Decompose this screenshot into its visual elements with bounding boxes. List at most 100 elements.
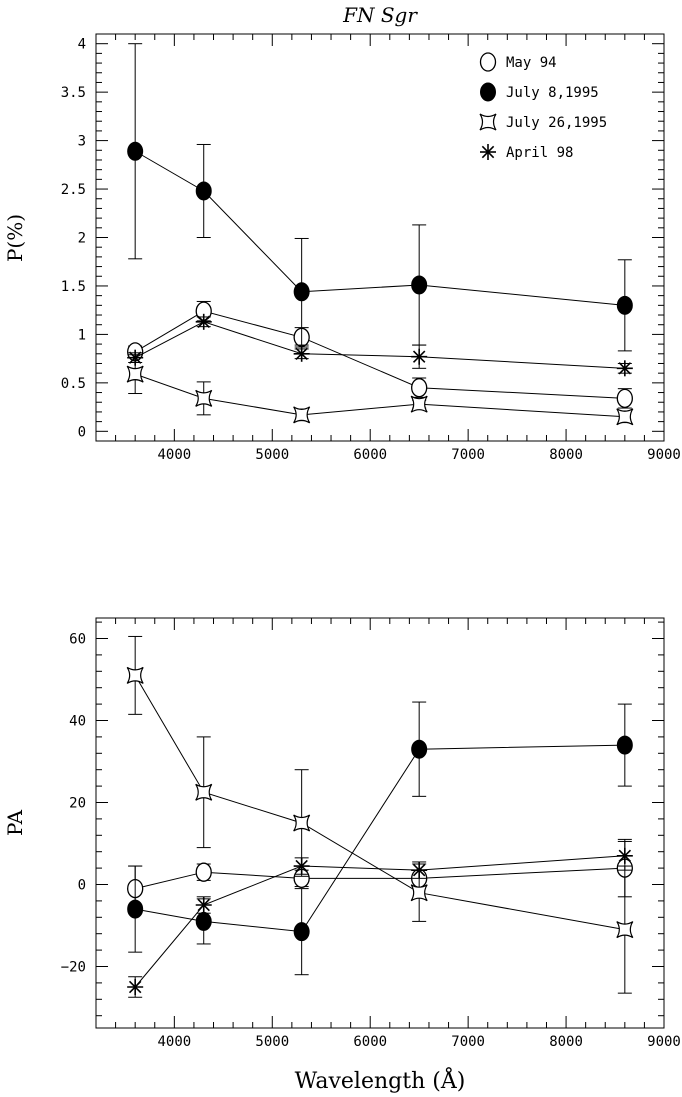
- y-tick-label: 3.5: [61, 85, 86, 101]
- x-tick-label: 5000: [255, 447, 289, 463]
- y-tick-label: −20: [61, 960, 86, 976]
- series-line: [134, 321, 625, 369]
- axis-ticks: 4000 5000 6000 7000 8000 9000 −20 0 20 40 60: [61, 618, 681, 1050]
- data-point: [195, 389, 213, 407]
- y-tick-label: 40: [69, 714, 86, 730]
- data-marks: [126, 635, 634, 998]
- x-tick-label: 9000: [647, 447, 681, 463]
- x-axis-label: Wavelength (Å): [295, 1066, 466, 1094]
- data-point: [195, 783, 213, 801]
- y-tick-label: 60: [69, 632, 86, 648]
- data-point: [616, 388, 633, 409]
- series-filled-circle: [127, 701, 633, 976]
- asterisk-stroke: [128, 980, 142, 994]
- y-tick-label: 1.5: [61, 279, 86, 295]
- x-tick-label: 8000: [549, 1034, 583, 1050]
- y-tick-label: 4: [78, 37, 86, 53]
- data-point: [293, 282, 310, 302]
- y-tick-label: 3: [78, 134, 86, 150]
- data-point: [293, 406, 311, 424]
- data-point: [126, 365, 144, 383]
- x-tick-label: 6000: [353, 447, 387, 463]
- asterisk-stroke: [295, 859, 308, 873]
- legend-label: July 26,1995: [506, 115, 607, 131]
- data-point: [616, 921, 634, 939]
- y-axis-label: PA: [3, 809, 27, 836]
- x-tick-label: 6000: [353, 1034, 387, 1050]
- chart-title: FN Sgr: [342, 3, 418, 27]
- data-point: [616, 360, 633, 377]
- data-point: [126, 666, 144, 684]
- series-line: [135, 744, 625, 933]
- y-tick-label: 20: [69, 796, 86, 812]
- data-point: [411, 739, 428, 759]
- data-point: [195, 897, 212, 913]
- asterisk-stroke: [618, 849, 632, 863]
- data-point: [293, 345, 310, 362]
- legend-marker: [480, 144, 496, 160]
- series-line: [134, 675, 625, 931]
- data-point: [195, 862, 212, 882]
- plot-frame: [95, 617, 665, 1029]
- data-point: [616, 735, 633, 755]
- x-tick-label: 8000: [549, 447, 583, 463]
- series-asterisk: [127, 313, 633, 377]
- asterisk-stroke: [295, 347, 308, 361]
- y-axis-label: P(%): [3, 214, 27, 262]
- y-tick-label: 0: [78, 878, 86, 894]
- asterisk-stroke: [197, 898, 210, 912]
- x-tick-label: 7000: [451, 447, 485, 463]
- data-point: [293, 814, 311, 832]
- data-point: [195, 181, 212, 201]
- y-tick-label: 2: [78, 231, 86, 247]
- series-line: [134, 310, 625, 399]
- y-tick-label: 0: [78, 424, 86, 440]
- y-tick-label: 1: [78, 327, 86, 343]
- asterisk-stroke: [412, 863, 426, 877]
- data-marks: [126, 43, 634, 426]
- polarization-panel: FN Sgr P(%) 4000 5000 6000 7000 8000 9000 0 0.5…: [3, 3, 681, 463]
- data-point: [411, 275, 428, 295]
- data-point: [616, 408, 634, 426]
- data-point: [195, 313, 212, 330]
- axis-ticks: 4000 5000 6000 7000 8000 9000 0 0.5 1 1.5 2 2.5 3 3.5…: [61, 34, 681, 463]
- data-point: [293, 858, 310, 875]
- legend-label: May 94: [506, 55, 557, 71]
- legend-label: July 8,1995: [506, 85, 599, 101]
- legend-marker: [479, 113, 497, 131]
- x-tick-label: 4000: [157, 1034, 191, 1050]
- series-line: [134, 150, 625, 306]
- legend-label: April 98: [506, 145, 573, 161]
- asterisk-stroke: [128, 351, 142, 364]
- y-tick-label: 0.5: [61, 376, 86, 392]
- data-point: [410, 395, 428, 413]
- data-point: [411, 862, 428, 879]
- data-point: [127, 899, 144, 919]
- x-tick-label: 9000: [647, 1034, 681, 1050]
- data-point: [293, 922, 310, 942]
- x-tick-label: 4000: [157, 447, 191, 463]
- y-tick-label: 2.5: [61, 182, 86, 198]
- data-point: [127, 141, 144, 161]
- series-four-point-star: [126, 635, 634, 994]
- asterisk-stroke: [412, 350, 426, 363]
- series-asterisk: [127, 840, 633, 998]
- data-point: [411, 378, 428, 398]
- x-tick-label: 5000: [255, 1034, 289, 1050]
- series-four-point-star: [126, 354, 634, 426]
- position-angle-panel: PA Wavelength (Å) 4000 5000 6000 7000 8000 90…: [3, 617, 681, 1094]
- data-point: [410, 884, 428, 902]
- data-point: [411, 348, 428, 365]
- data-point: [616, 295, 633, 315]
- data-point: [616, 847, 633, 864]
- legend-marker: [480, 82, 496, 102]
- data-point: [127, 979, 144, 995]
- legend-marker: [479, 52, 497, 72]
- legend: May 94 July 8,1995 July 26,1995 April 98: [479, 52, 607, 161]
- data-point: [195, 911, 212, 931]
- asterisk-stroke: [197, 315, 210, 329]
- asterisk-stroke: [618, 362, 632, 375]
- x-tick-label: 7000: [451, 1034, 485, 1050]
- data-point: [127, 349, 144, 366]
